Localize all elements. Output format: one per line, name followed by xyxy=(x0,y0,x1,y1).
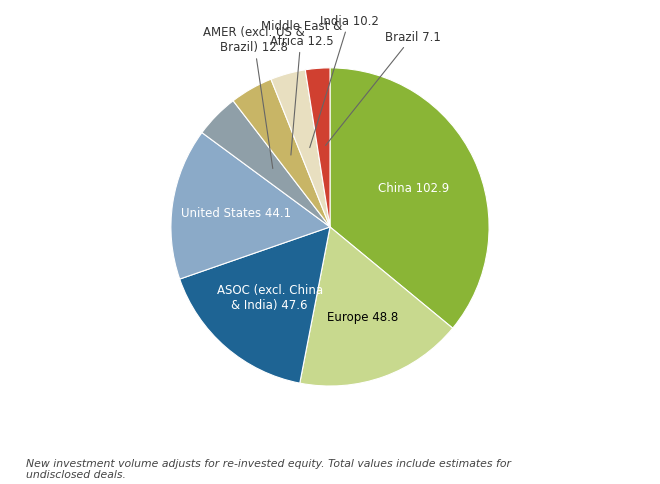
Text: Europe 48.8: Europe 48.8 xyxy=(327,311,398,324)
Text: United States 44.1: United States 44.1 xyxy=(181,207,290,220)
Text: Brazil 7.1: Brazil 7.1 xyxy=(325,30,441,146)
Wedge shape xyxy=(306,69,330,227)
Text: China 102.9: China 102.9 xyxy=(378,182,449,195)
Wedge shape xyxy=(171,133,330,280)
Text: New investment volume adjusts for re-invested equity. Total values include estim: New investment volume adjusts for re-inv… xyxy=(26,457,511,479)
Text: Middle East &
Africa 12.5: Middle East & Africa 12.5 xyxy=(261,20,342,156)
Wedge shape xyxy=(300,227,453,386)
Wedge shape xyxy=(202,102,330,227)
Wedge shape xyxy=(330,69,489,329)
Text: AMER (excl. US &
Brazil) 12.8: AMER (excl. US & Brazil) 12.8 xyxy=(203,26,304,169)
Text: ASOC (excl. China
& India) 47.6: ASOC (excl. China & India) 47.6 xyxy=(216,283,323,311)
Wedge shape xyxy=(233,80,330,227)
Wedge shape xyxy=(180,227,330,383)
Wedge shape xyxy=(271,71,330,227)
Text: India 10.2: India 10.2 xyxy=(310,15,379,148)
